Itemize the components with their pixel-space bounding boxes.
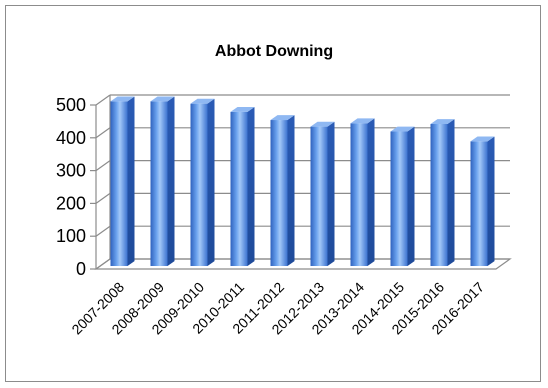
bars (110, 96, 495, 267)
y-tick-label: 100 (56, 226, 86, 246)
y-tick-label: 0 (76, 259, 86, 279)
x-axis-labels: 2007-20082008-20092009-20102010-20112011… (68, 279, 487, 338)
y-tick-label: 400 (56, 128, 86, 148)
gridline-depth (95, 192, 111, 204)
bar (150, 96, 175, 267)
bar (230, 106, 255, 266)
gridline-depth (95, 225, 111, 237)
y-tick-label: 200 (56, 193, 86, 213)
chart-floor (94, 258, 512, 270)
bar (310, 121, 335, 266)
chart-title: Abbot Downing (215, 43, 333, 60)
y-tick-label: 300 (56, 161, 86, 181)
bar (470, 136, 495, 266)
bar (110, 96, 135, 267)
gridline-depth (95, 94, 111, 106)
bar (190, 98, 215, 267)
y-tick-label: 500 (56, 95, 86, 115)
gridline-depth (95, 127, 111, 139)
gridline-depth (95, 160, 111, 172)
y-axis: 0 100 200 300 400 500 (56, 95, 96, 279)
bar (390, 126, 415, 267)
bar (270, 115, 295, 266)
bar (430, 119, 455, 267)
bar (350, 118, 375, 266)
